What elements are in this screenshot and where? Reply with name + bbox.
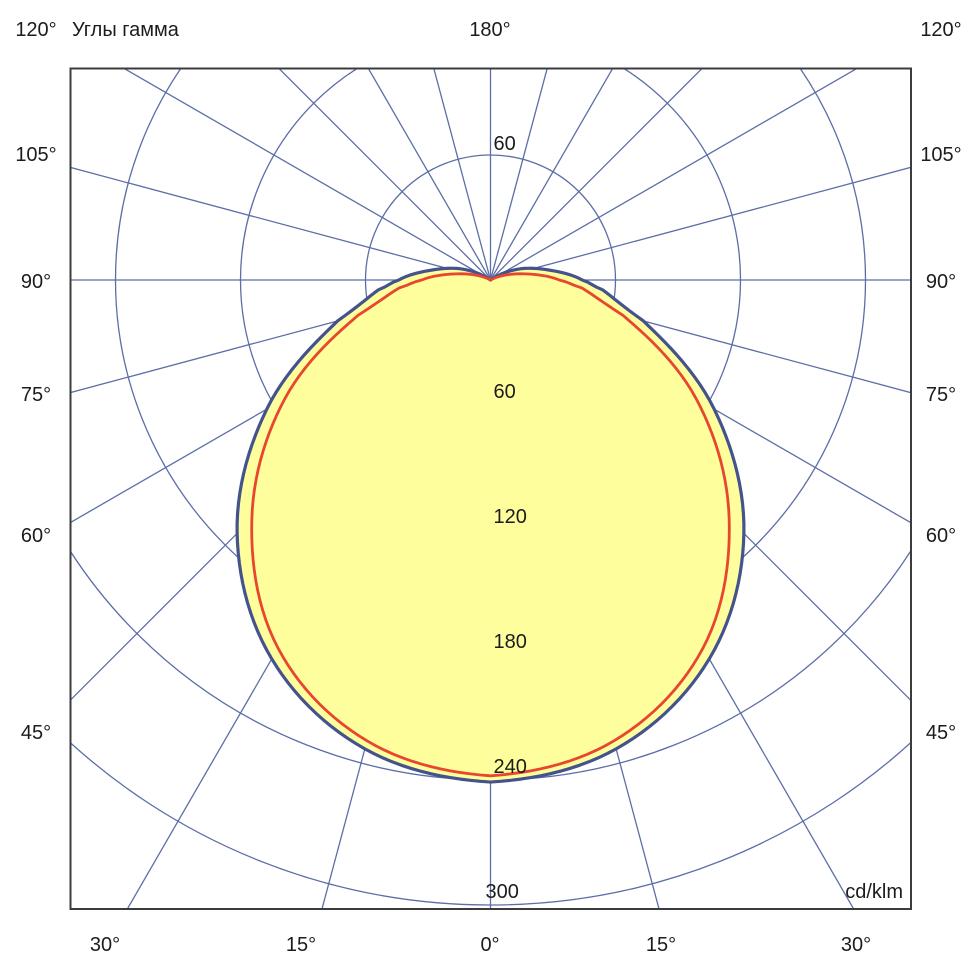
gamma-label-left-105°: 105° [15,144,57,166]
gamma-ray-line [490,279,911,394]
gamma-ray-line [367,68,492,281]
gamma-ray-line [490,166,911,281]
ring-value-label: 180 [494,631,527,653]
red-curve [250,272,731,778]
ring-value-label: 300 [486,881,519,903]
gamma-ray-line [278,68,491,281]
gamma-label-right-90°: 90° [925,271,957,293]
gamma-label-right-60°: 60° [925,525,957,547]
gamma-ray-line [70,166,491,281]
gamma-ray-line [489,68,614,281]
gamma-ray-line [490,68,859,281]
radial-unit-label: cd/klm [845,881,903,903]
gamma-label-left-75°: 75° [20,384,52,406]
gamma-label-left-120°: 120° [15,19,57,41]
gamma-ray-line [433,68,492,281]
gamma-label-top: 180° [469,19,511,41]
gamma-label-right-75°: 75° [925,384,957,406]
gamma-label-left-45°: 45° [20,722,52,744]
ring-value-label: 60 [494,381,516,403]
ring-value-label: 240 [494,756,527,778]
gamma-label-bottom-3: 15° [645,934,677,956]
gamma-ray-line [489,68,548,281]
curves-layer [235,266,746,784]
gamma-label-right-45°: 45° [925,722,957,744]
gamma-label-bottom-2: 0° [480,934,500,956]
ring-value-label: 60 [494,133,516,155]
gamma-label-bottom-4: 30° [840,934,872,956]
gamma-label-bottom-1: 15° [285,934,317,956]
gamma-label-bottom-0: 30° [89,934,121,956]
ring-labels: 60 60 120 180 240 300 [486,133,527,903]
gamma-ray-line [70,279,491,394]
radial-ring-300 [70,741,911,906]
gamma-label-right-120°: 120° [920,19,962,41]
chart-title: Углы гамма [72,19,179,41]
gamma-ray-line [122,68,491,281]
gamma-label-right-105°: 105° [920,144,962,166]
blue-curve [235,266,746,784]
ring-value-label: 120 [494,506,527,528]
plot-border [69,67,912,910]
gamma-ray-line [490,68,703,281]
gamma-label-left-60°: 60° [20,525,52,547]
gamma-label-left-90°: 90° [20,271,52,293]
